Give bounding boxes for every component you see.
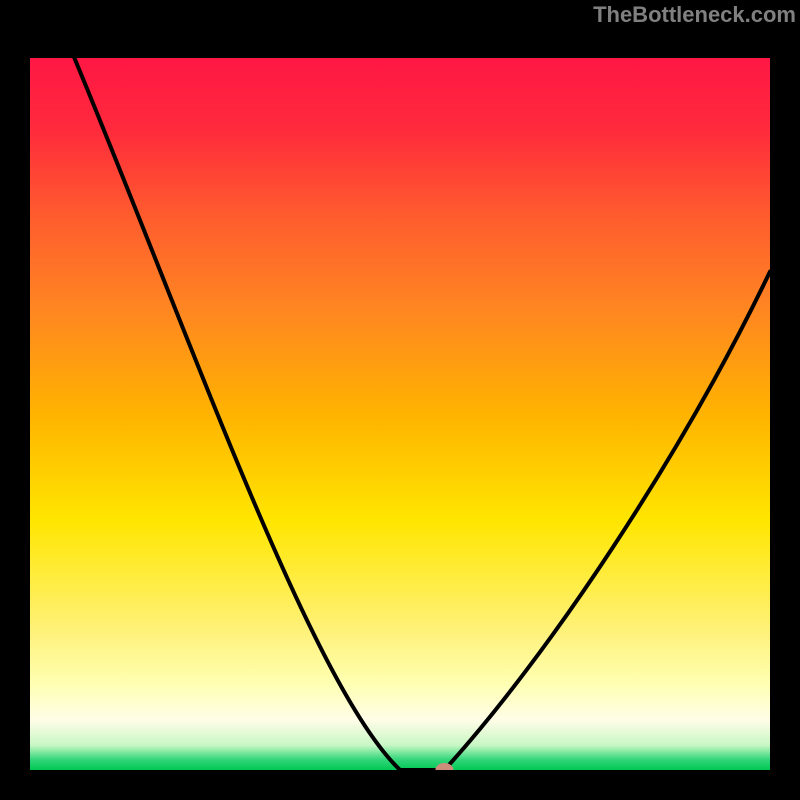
plot-svg xyxy=(30,58,770,770)
attribution-text: TheBottleneck.com xyxy=(593,2,796,28)
chart-stage: TheBottleneck.com xyxy=(0,0,800,800)
plot-frame xyxy=(0,28,800,800)
gradient-background xyxy=(30,58,770,770)
plot-area xyxy=(30,58,770,770)
